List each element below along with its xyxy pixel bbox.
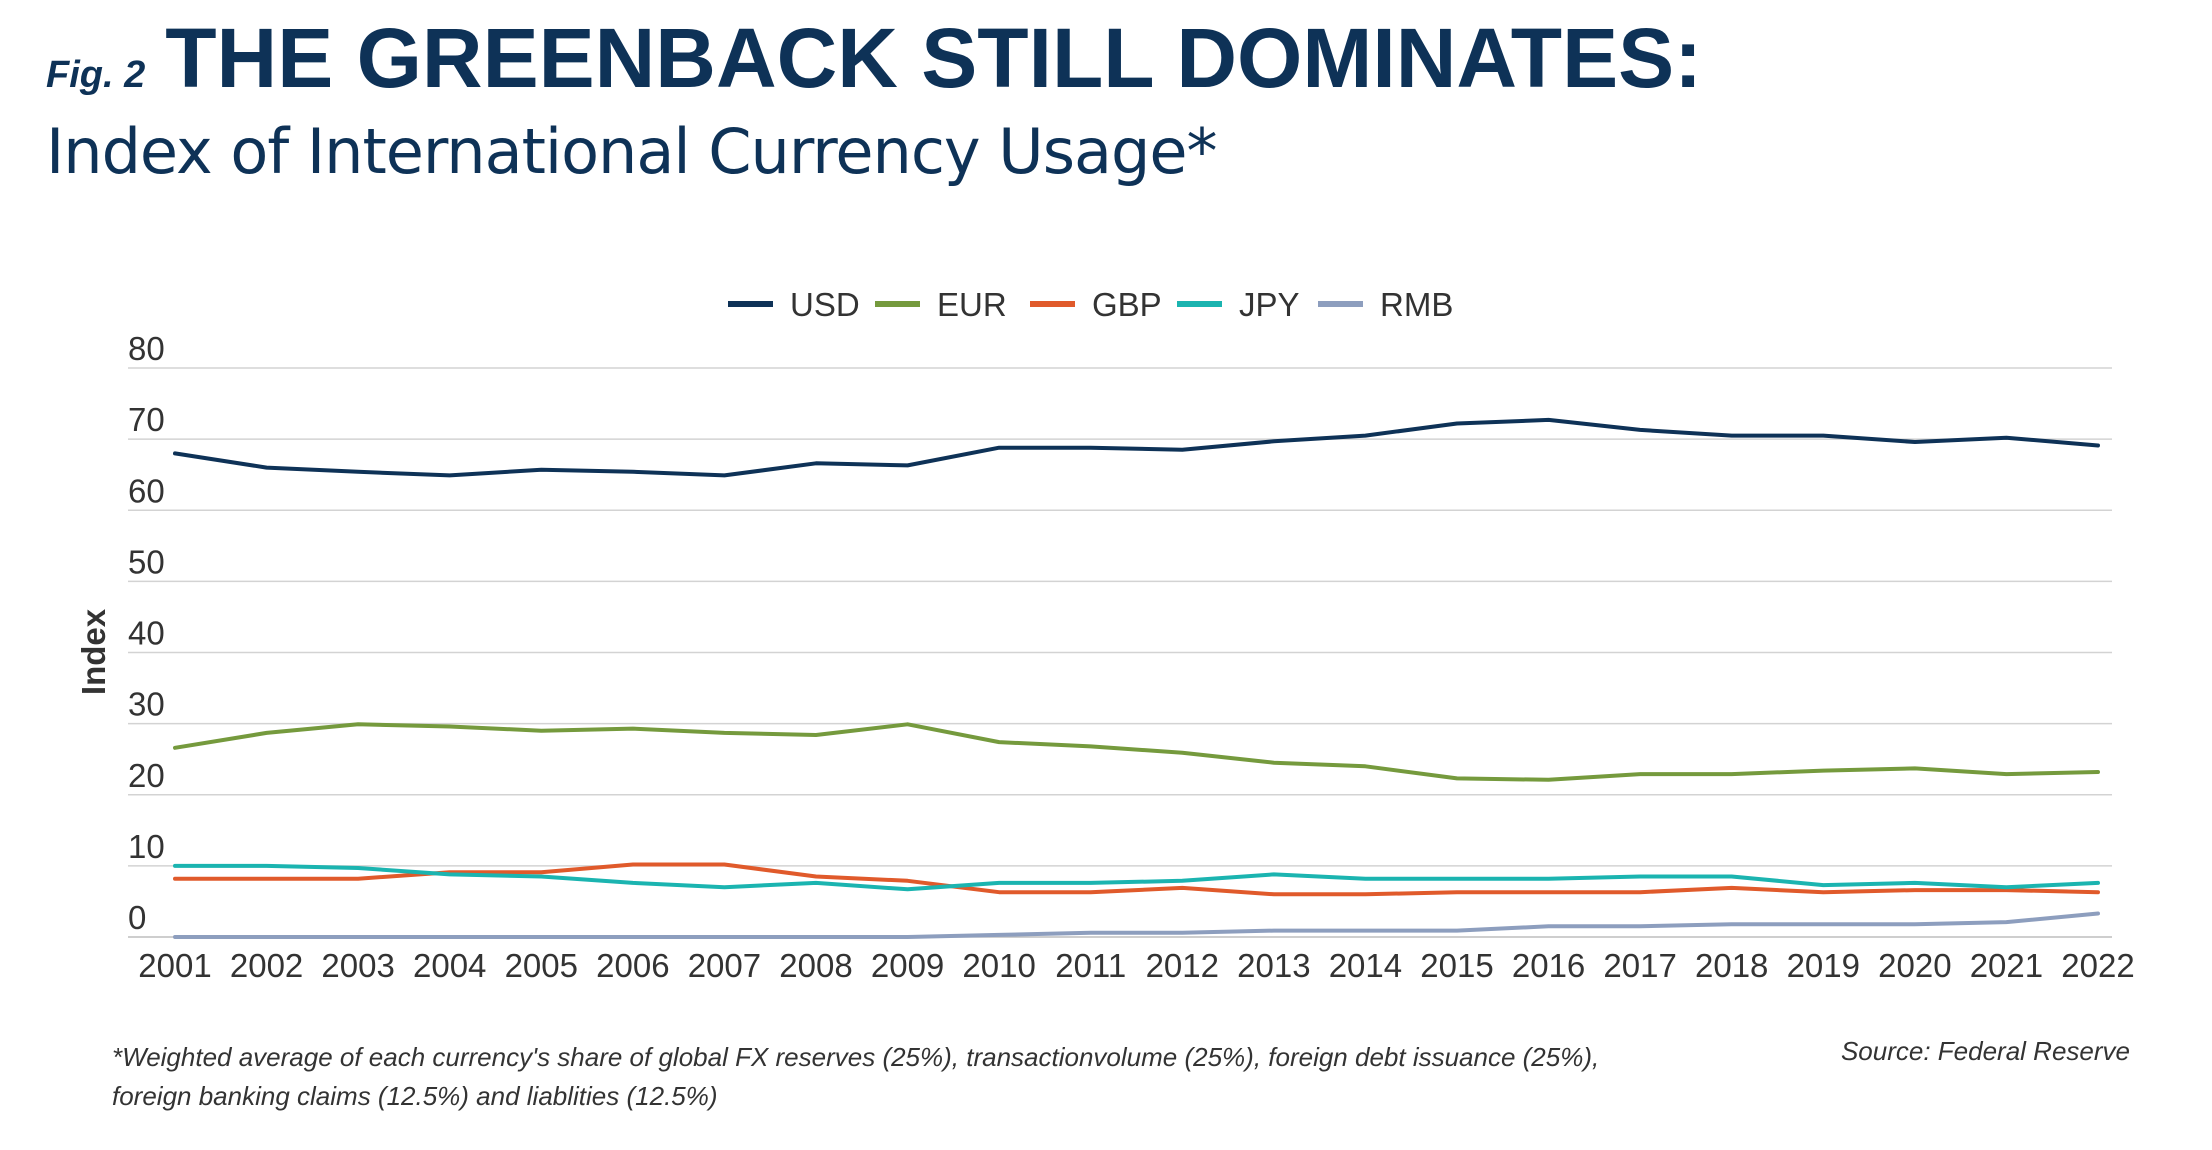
series-line-jpy xyxy=(173,863,2100,892)
figure-label: Fig. 2 xyxy=(46,54,146,96)
y-tick-label: 0 xyxy=(128,899,146,936)
legend-label-usd: USD xyxy=(790,286,860,323)
chart-header: Fig. 2 THE GREENBACK STILL DOMINATES: In… xyxy=(46,10,1702,188)
y-tick-label: 10 xyxy=(128,828,165,865)
x-tick-label: 2007 xyxy=(688,947,761,984)
footnote: *Weighted average of each currency's sha… xyxy=(112,1038,1599,1116)
x-tick-label: 2022 xyxy=(2061,947,2134,984)
footnote-line-2: foreign banking claims (12.5%) and liabl… xyxy=(112,1081,718,1111)
y-tick-label: 50 xyxy=(128,543,165,580)
x-tick-label: 2009 xyxy=(871,947,944,984)
legend-label-eur: EUR xyxy=(937,286,1007,323)
chart-title: THE GREENBACK STILL DOMINATES: xyxy=(165,11,1703,105)
legend-label-rmb: RMB xyxy=(1380,286,1453,323)
x-tick-label: 2016 xyxy=(1512,947,1585,984)
chart-subtitle: Index of International Currency Usage* xyxy=(46,115,1218,188)
y-tick-label: 80 xyxy=(128,330,165,367)
x-axis-ticks: 2001 2002 2003 2004 2005 2006 2007 2008 2009 2010… xyxy=(138,947,2134,984)
legend: USD EUR GBP JPY RMB xyxy=(728,286,1453,323)
y-tick-label: 30 xyxy=(128,686,165,723)
x-tick-label: 2005 xyxy=(505,947,578,984)
x-tick-label: 2013 xyxy=(1237,947,1310,984)
x-tick-label: 2003 xyxy=(321,947,394,984)
series-lines xyxy=(173,417,2100,939)
series-line-usd xyxy=(173,417,2100,478)
gridlines xyxy=(128,367,2112,938)
x-tick-label: 2018 xyxy=(1695,947,1768,984)
x-tick-label: 2015 xyxy=(1420,947,1493,984)
source-note: Source: Federal Reserve xyxy=(1840,1036,2130,1066)
title-row: Fig. 2 THE GREENBACK STILL DOMINATES: xyxy=(46,10,1702,107)
x-tick-label: 2004 xyxy=(413,947,486,984)
y-tick-label: 40 xyxy=(128,615,165,652)
y-axis-ticks: 0 10 20 30 40 50 60 70 80 xyxy=(128,330,165,936)
legend-label-gbp: GBP xyxy=(1092,286,1162,323)
y-tick-label: 20 xyxy=(128,757,165,794)
x-tick-label: 2021 xyxy=(1970,947,2043,984)
x-tick-label: 2019 xyxy=(1787,947,1860,984)
y-tick-label: 60 xyxy=(128,472,165,509)
series-line-rmb xyxy=(173,911,2100,939)
y-tick-label: 70 xyxy=(128,401,165,438)
y-axis-label: Index xyxy=(75,608,112,695)
x-tick-label: 2001 xyxy=(138,947,211,984)
footnote-line-1: *Weighted average of each currency's sha… xyxy=(112,1042,1600,1072)
x-tick-label: 2017 xyxy=(1603,947,1676,984)
x-tick-label: 2002 xyxy=(230,947,303,984)
x-tick-label: 2011 xyxy=(1055,947,1126,984)
series-line-eur xyxy=(173,722,2100,782)
series-line-gbp xyxy=(173,862,2100,897)
x-tick-label: 2006 xyxy=(596,947,669,984)
x-tick-label: 2020 xyxy=(1878,947,1951,984)
x-tick-label: 2014 xyxy=(1329,947,1402,984)
x-tick-label: 2010 xyxy=(962,947,1035,984)
x-tick-label: 2008 xyxy=(779,947,852,984)
x-tick-label: 2012 xyxy=(1146,947,1219,984)
legend-label-jpy: JPY xyxy=(1239,286,1300,323)
